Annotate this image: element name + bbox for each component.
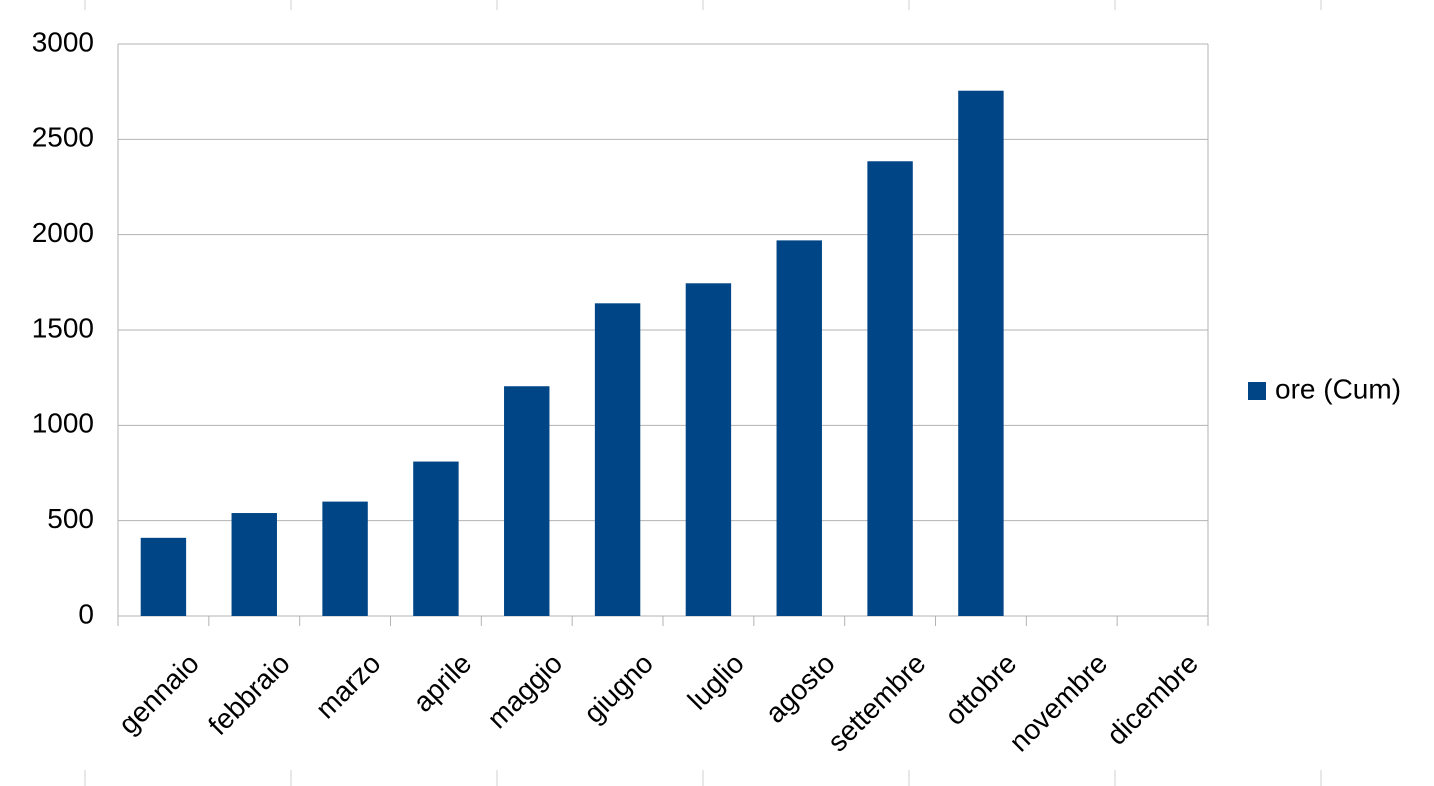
x-tick-label: febbraio bbox=[202, 648, 295, 741]
x-tick-label: agosto bbox=[759, 648, 840, 729]
y-tick-label: 500 bbox=[47, 503, 94, 534]
x-tick-label: settembre bbox=[822, 648, 932, 758]
x-tick-label: gennaio bbox=[112, 648, 204, 740]
x-tick-label: novembre bbox=[1003, 648, 1113, 758]
bar bbox=[958, 90, 1004, 617]
x-tick-label: dicembre bbox=[1101, 648, 1204, 751]
bar bbox=[504, 386, 550, 616]
bar bbox=[140, 537, 187, 616]
y-tick-label: 0 bbox=[78, 598, 94, 629]
bar bbox=[867, 161, 913, 616]
bar bbox=[685, 283, 732, 616]
bar bbox=[413, 461, 459, 616]
x-tick-label: marzo bbox=[310, 648, 387, 725]
x-tick-label: maggio bbox=[481, 648, 568, 735]
legend-swatch bbox=[1248, 382, 1266, 400]
y-tick-label: 1500 bbox=[32, 312, 94, 343]
x-tick-label: giugno bbox=[578, 648, 659, 729]
frame-ticks bbox=[84, 0, 1322, 786]
y-tick-label: 3000 bbox=[32, 26, 94, 57]
bar bbox=[776, 240, 822, 617]
y-tick-label: 2000 bbox=[32, 217, 94, 248]
x-tick-label: luglio bbox=[682, 648, 750, 716]
y-tick-label: 2500 bbox=[32, 122, 94, 153]
bar bbox=[231, 513, 277, 616]
y-tick-label: 1000 bbox=[32, 408, 94, 439]
bar bbox=[322, 501, 368, 616]
x-tick-label: ottobre bbox=[939, 648, 1023, 732]
x-tick-label: aprile bbox=[407, 648, 477, 718]
legend-label: ore (Cum) bbox=[1275, 373, 1401, 404]
bar bbox=[594, 303, 641, 616]
